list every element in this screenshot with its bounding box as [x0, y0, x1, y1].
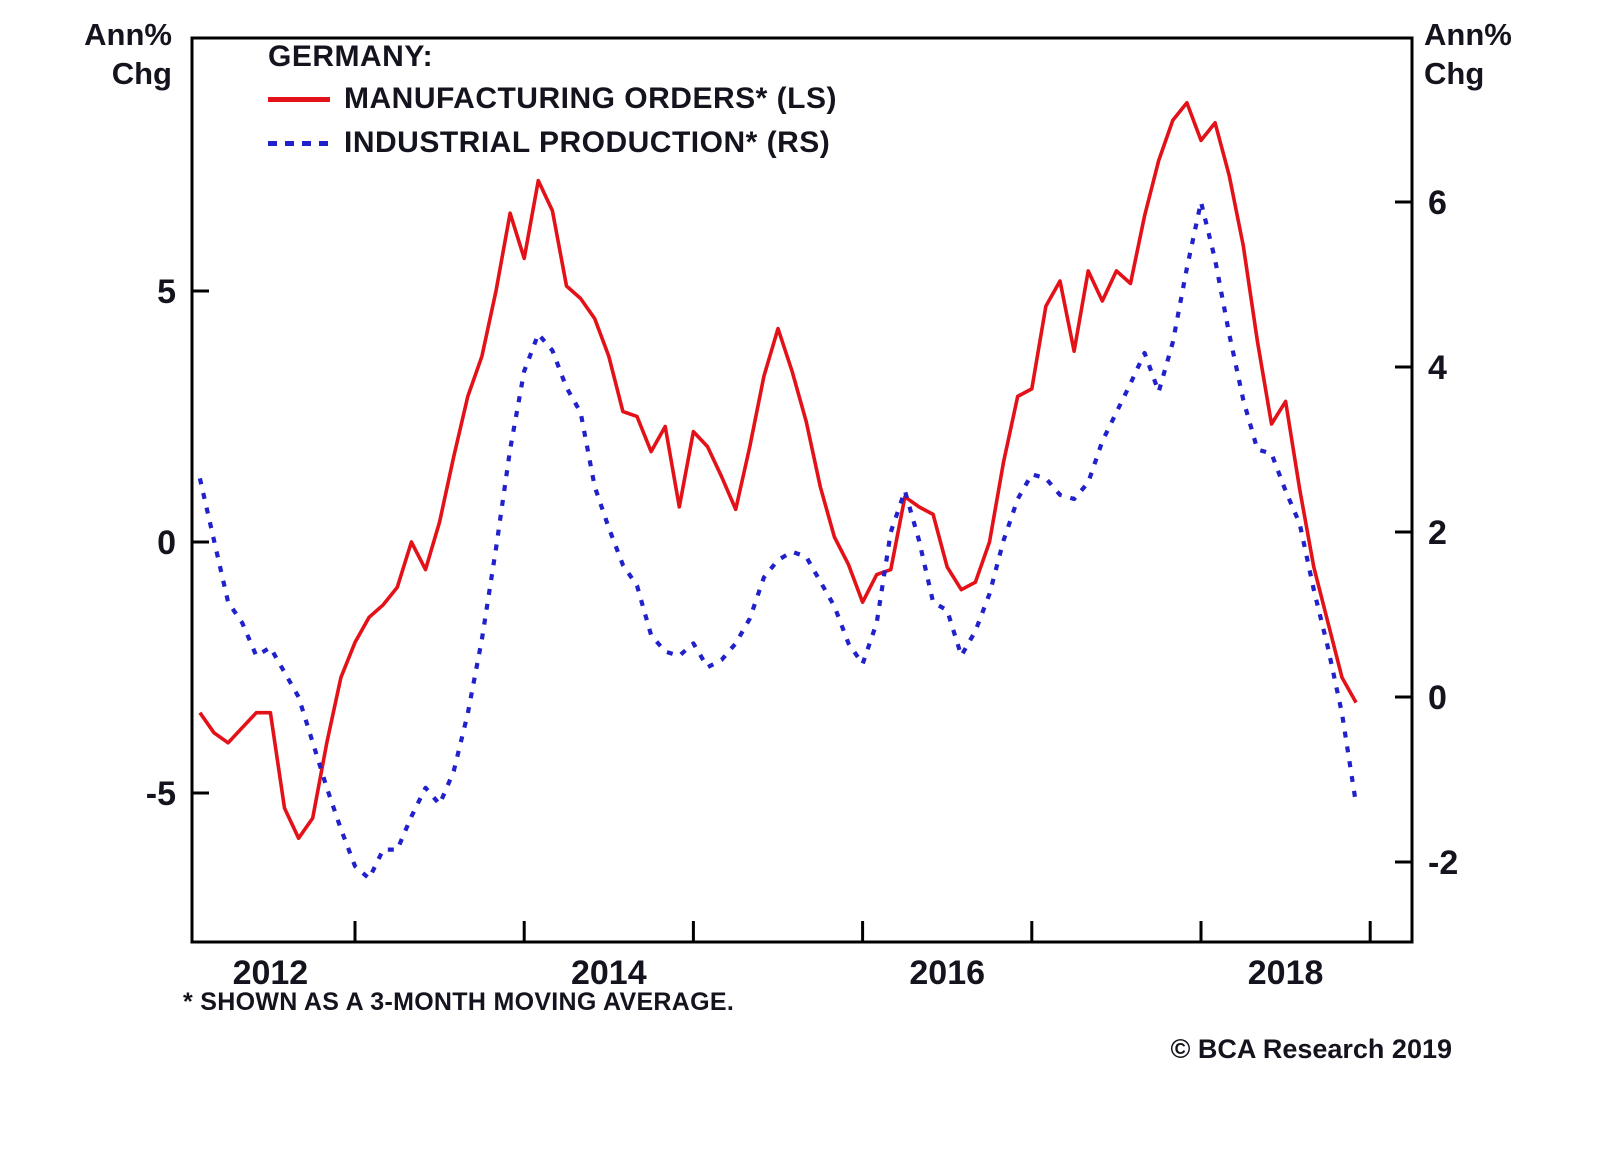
right-axis-unit-line1: Ann% — [1424, 17, 1512, 52]
left-axis-unit-line1: Ann% — [84, 17, 172, 52]
x-axis-year-label: 2014 — [571, 954, 647, 992]
x-axis-year-label: 2018 — [1248, 954, 1324, 992]
production-series-label: INDUSTRIAL PRODUCTION* (RS) — [344, 126, 831, 159]
legend-row-orders: MANUFACTURING ORDERS* (LS) — [268, 82, 837, 116]
production-line-swatch — [268, 140, 330, 146]
right-axis-tick-label: 2 — [1428, 514, 1447, 552]
legend-row-production: INDUSTRIAL PRODUCTION* (RS) — [268, 126, 837, 160]
industrial-production-line — [197, 199, 1359, 881]
right-axis-unit-label: Ann% Chg — [1424, 16, 1594, 94]
plot-border — [190, 36, 1414, 944]
right-axis-unit-line2: Chg — [1424, 55, 1485, 91]
left-axis-unit-line2: Chg — [111, 55, 172, 91]
legend: GERMANY: MANUFACTURING ORDERS* (LS) INDU… — [268, 40, 837, 170]
manufacturing-orders-line — [198, 101, 1358, 841]
left-axis-unit-label: Ann% Chg — [0, 16, 172, 94]
right-axis-tick-label: 0 — [1428, 679, 1447, 717]
right-axis-tick-label: -2 — [1428, 844, 1458, 882]
left-axis-tick-label: -5 — [146, 775, 176, 813]
legend-title: GERMANY: — [268, 40, 434, 73]
footnote: * SHOWN AS A 3-MONTH MOVING AVERAGE. — [183, 988, 735, 1016]
left-axis-tick-label: 0 — [157, 524, 176, 562]
right-axis-tick-label: 4 — [1428, 349, 1447, 387]
left-axis-tick-label: 5 — [157, 273, 176, 311]
x-axis-year-label: 2016 — [909, 954, 985, 992]
orders-series-label: MANUFACTURING ORDERS* (LS) — [344, 82, 837, 115]
x-axis-year-label: 2012 — [233, 954, 309, 992]
right-axis-tick-label: 6 — [1428, 184, 1447, 222]
copyright: © BCA Research 2019 — [1170, 1034, 1452, 1064]
orders-line-swatch — [268, 96, 330, 102]
